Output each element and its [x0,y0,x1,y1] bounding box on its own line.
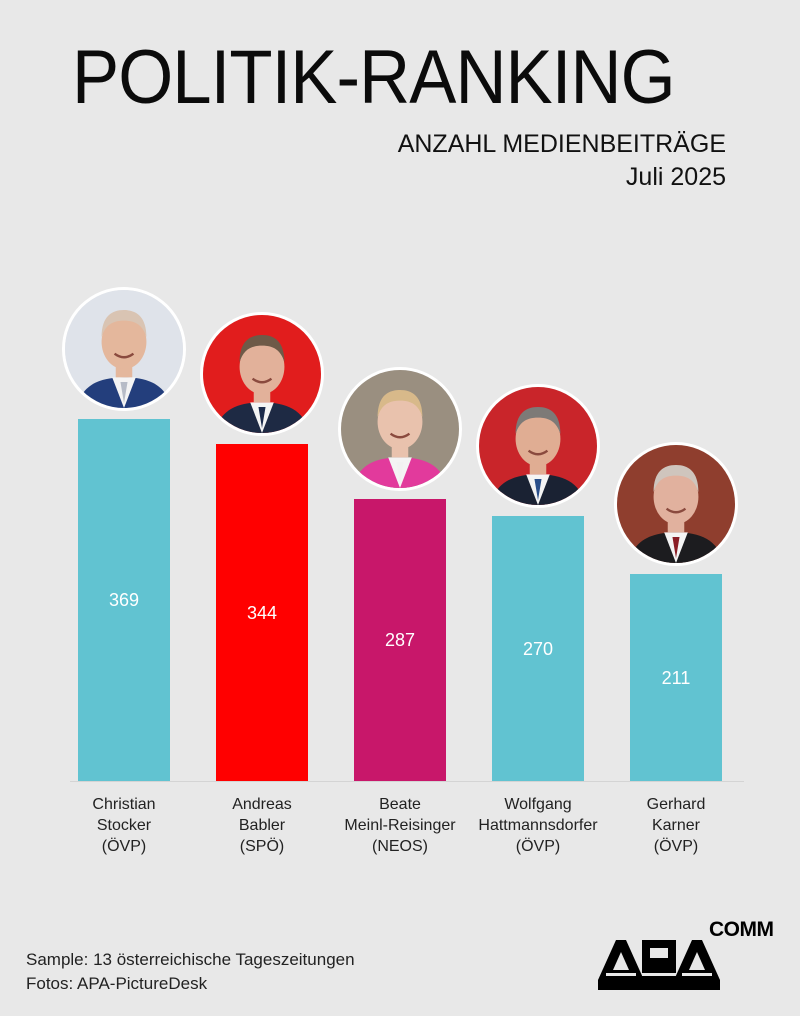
bar-value-label: 344 [246,602,278,623]
bar: 287 [354,499,446,781]
photo-credit: Fotos: APA-PictureDesk [26,974,208,993]
politician-last-name: Stocker [96,817,152,834]
politician-label: Beate Meinl-Reisinger (NEOS) [325,794,475,857]
portrait-icon [65,290,183,408]
bar-value-label: 369 [108,590,140,610]
politician-last-name: Karner [651,817,701,834]
politician-first-name: Christian [92,796,156,813]
apa-logo-icon [598,940,720,990]
portrait-icon [479,387,597,505]
portrait-icon [203,315,321,433]
chart-baseline [70,781,744,782]
politician-label: Gerhard Karner (ÖVP) [601,794,751,857]
bar-value-label: 270 [522,638,554,659]
party-name: (SPÖ) [239,838,285,855]
sample-note: Sample: 13 österreichische Tageszeitunge… [26,950,355,969]
politician-photo [338,367,462,491]
politician-label: Wolfgang Hattmannsdorfer (ÖVP) [463,794,613,857]
logo-comm-text: COMM [709,918,774,941]
bar-value-label: 211 [661,667,691,688]
politician-photo [200,312,324,436]
footer-notes: Sample: 13 österreichische Tageszeitunge… [26,948,355,996]
politician-first-name: Wolfgang [504,796,572,813]
politician-photo [614,442,738,566]
party-name: (ÖVP) [101,838,147,855]
party-name: (NEOS) [372,838,428,855]
politician-last-name: Meinl-Reisinger [344,817,456,834]
politician-label: Christian Stocker (ÖVP) [49,794,199,857]
party-name: (ÖVP) [653,838,699,855]
apa-comm-logo: COMM [598,918,778,994]
bar: 369 [78,419,170,781]
bar: 211 [630,574,722,781]
portrait-icon [617,445,735,563]
portrait-icon [341,370,459,488]
bar-value-label: 287 [384,630,416,650]
bar: 270 [492,516,584,781]
politician-photo [62,287,186,411]
politician-first-name: Andreas [232,796,292,813]
bar: 344 [216,444,308,781]
politician-last-name: Hattmannsdorfer [478,817,598,834]
politician-photo [476,384,600,508]
party-name: (ÖVP) [515,838,561,855]
politician-last-name: Babler [238,817,286,834]
politician-first-name: Gerhard [646,796,706,813]
page-title: POLITIK-RANKING [72,35,676,120]
chart-period: Juli 2025 [625,163,726,191]
chart-subtitle: ANZAHL MEDIENBEITRÄGE [397,130,726,158]
politician-label: Andreas Babler (SPÖ) [187,794,337,857]
politician-first-name: Beate [379,796,421,813]
